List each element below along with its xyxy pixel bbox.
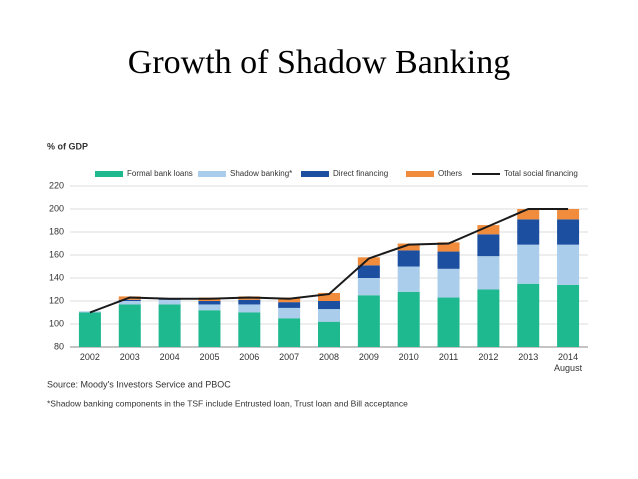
legend-swatch xyxy=(95,171,123,177)
bar-segment xyxy=(397,250,420,267)
bar-segment xyxy=(118,301,141,305)
bar-segment xyxy=(278,297,301,303)
legend-swatch xyxy=(301,171,329,177)
bar-segment xyxy=(278,307,301,319)
bar-segment xyxy=(278,318,301,347)
bar-segment xyxy=(477,256,500,290)
bar-segment xyxy=(477,225,500,235)
bar-segment xyxy=(557,209,580,220)
y-tick-label: 200 xyxy=(49,203,64,213)
bar-segment xyxy=(78,312,101,347)
total-line xyxy=(89,208,569,314)
bar-segment xyxy=(437,268,460,298)
bar-segment xyxy=(238,299,261,305)
footnote: *Shadow banking components in the TSF in… xyxy=(47,398,408,408)
y-tick-label: 140 xyxy=(49,272,64,282)
x-tick-label: 2009 xyxy=(358,352,379,362)
y-tick-label: 220 xyxy=(49,180,64,190)
bar-segment xyxy=(198,310,221,347)
x-tick-label: 2003 xyxy=(119,352,140,362)
bar-segment xyxy=(517,244,540,284)
x-tick-label: 2014 August xyxy=(554,352,583,373)
x-tick-label: 2011 xyxy=(438,352,459,362)
bar-segment xyxy=(158,304,181,347)
bar-segment xyxy=(318,301,340,310)
bar-segment xyxy=(118,299,141,301)
y-tick-label: 160 xyxy=(49,249,64,259)
bar-segment xyxy=(397,243,420,251)
bar-segment xyxy=(357,257,380,266)
bar-segment xyxy=(557,284,580,347)
legend-label: Total social financing xyxy=(504,169,578,178)
legend-swatch xyxy=(198,171,226,177)
bar-segment xyxy=(357,295,380,347)
x-tick-label: 2002 xyxy=(79,352,100,362)
x-tick-label: 2012 xyxy=(478,352,499,362)
source-note: Source: Moody's Investors Service and PB… xyxy=(47,379,231,389)
legend-label: Others xyxy=(438,169,462,178)
bar-segment xyxy=(477,289,500,347)
x-tick-label: 2007 xyxy=(279,352,300,362)
legend-label: Shadow banking* xyxy=(230,169,292,178)
bar-segment xyxy=(477,234,500,257)
bar-segment xyxy=(118,304,141,347)
x-tick-label: 2008 xyxy=(318,352,340,362)
bar-segment xyxy=(397,266,420,292)
chart-title: Growth of Shadow Banking xyxy=(128,44,510,81)
bar-segment xyxy=(397,291,420,347)
bar-segment xyxy=(198,304,221,311)
bar-segment xyxy=(437,297,460,347)
bar-segment xyxy=(357,278,380,296)
legend-label: Formal bank loans xyxy=(127,169,193,178)
x-tick-label: 2013 xyxy=(518,352,539,362)
x-tick-label: 2006 xyxy=(239,352,260,362)
y-tick-label: 180 xyxy=(49,226,64,236)
x-tick-label: 2005 xyxy=(199,352,220,362)
bar-segment xyxy=(318,321,340,347)
bar-segment xyxy=(198,301,221,305)
bar-segment xyxy=(517,283,540,347)
y-axis-label: % of GDP xyxy=(47,141,88,151)
bar-segment xyxy=(318,309,340,322)
bar-segment xyxy=(557,244,580,285)
x-tick-label: 2004 xyxy=(159,352,180,362)
bar-segment xyxy=(158,299,181,305)
bar-segment xyxy=(437,251,460,269)
bar-segment xyxy=(278,302,301,308)
y-tick-label: 120 xyxy=(49,295,64,305)
bar-segment xyxy=(238,312,261,347)
x-tick-label: 2010 xyxy=(398,352,419,362)
legend-swatch xyxy=(406,171,434,177)
bar-segment xyxy=(517,219,540,245)
y-tick-label: 100 xyxy=(49,318,64,328)
y-tick-label: 80 xyxy=(54,341,64,351)
bar-segment xyxy=(318,292,340,301)
legend-label: Direct financing xyxy=(333,169,388,178)
bar-segment xyxy=(437,242,460,252)
bar-segment xyxy=(557,219,580,245)
bar-segment xyxy=(238,304,261,313)
bar-segment xyxy=(517,209,540,220)
bar-segment xyxy=(357,265,380,278)
